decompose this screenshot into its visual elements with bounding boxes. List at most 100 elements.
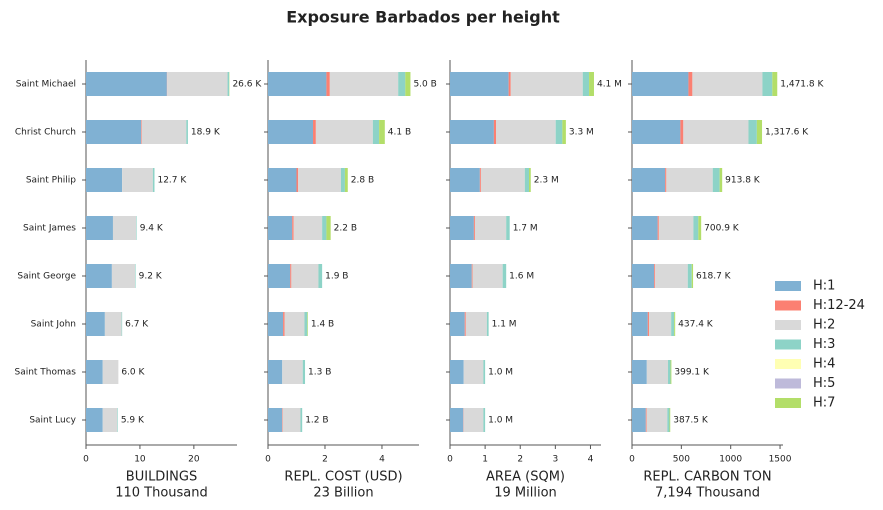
x-tick-label: 20: [188, 455, 200, 465]
bar-segment: [691, 264, 694, 288]
legend-label: H:1: [813, 279, 835, 294]
total-label: 618.7 K: [696, 272, 732, 282]
bar-segment: [472, 264, 503, 288]
legend-label: H:12-24: [813, 298, 865, 313]
total-label: 1.6 M: [509, 272, 534, 282]
bar-segment: [102, 360, 119, 384]
bar-segment: [296, 168, 299, 192]
bar-segment: [282, 360, 303, 384]
bar-segment: [450, 168, 480, 192]
bar-segment: [282, 408, 301, 432]
bar-segment: [668, 360, 671, 384]
bar-segment: [474, 216, 507, 240]
bar-segment: [529, 168, 531, 192]
bar-segment: [268, 408, 283, 432]
bar-segment: [450, 120, 494, 144]
x-axis-sublabel: 110 Thousand: [115, 486, 208, 501]
bar-segment: [502, 264, 507, 288]
total-label: 1,471.8 K: [780, 80, 824, 90]
bar-segment: [136, 216, 137, 240]
bar-segment: [483, 408, 486, 432]
bar-segment: [450, 360, 464, 384]
total-label: 6.0 K: [121, 368, 145, 378]
total-label: 18.9 K: [191, 128, 221, 138]
x-axis-label: BUILDINGS: [126, 470, 197, 485]
bar-segment: [290, 264, 292, 288]
bar-segment: [104, 312, 122, 336]
bar-segment: [463, 408, 484, 432]
bar-segment: [712, 168, 720, 192]
category-label: Saint Michael: [16, 80, 76, 90]
bar-segment: [186, 120, 188, 144]
bar-segment: [283, 312, 285, 336]
bar-segment: [471, 264, 473, 288]
bar-segment: [141, 120, 142, 144]
bar-segment: [486, 312, 489, 336]
bar-segment: [405, 72, 411, 96]
bar-segment: [86, 120, 142, 144]
bar-segment: [645, 408, 647, 432]
bar-segment: [648, 312, 672, 336]
x-axis-label: REPL. CARBON TON: [643, 470, 771, 485]
bar-segment: [293, 216, 323, 240]
bar-segment: [632, 408, 646, 432]
bar-segment: [510, 72, 583, 96]
legend-label: H:5: [813, 376, 835, 391]
bar-segment: [555, 120, 563, 144]
bar-segment: [450, 264, 472, 288]
bar-segment: [268, 120, 314, 144]
total-label: 1.7 M: [513, 224, 538, 234]
total-label: 2.3 M: [534, 176, 559, 186]
bar-segment: [657, 216, 659, 240]
x-tick-label: 3: [552, 455, 558, 465]
bar-segment: [508, 72, 511, 96]
bar-segment: [687, 264, 692, 288]
bar-segment: [122, 168, 153, 192]
total-label: 5.9 K: [121, 416, 145, 426]
x-tick-label: 4: [379, 455, 385, 465]
x-axis-label: REPL. COST (USD): [284, 470, 402, 485]
legend-swatch: [775, 300, 801, 311]
total-label: 1.0 M: [488, 416, 513, 426]
bar-segment: [632, 360, 647, 384]
total-label: 2.8 B: [351, 176, 374, 186]
x-tick-label: 500: [673, 455, 690, 465]
bar-segment: [86, 168, 123, 192]
total-label: 1,317.6 K: [765, 128, 809, 138]
bar-segment: [524, 168, 530, 192]
bar-segment: [483, 360, 486, 384]
bar-segment: [493, 120, 497, 144]
x-tick-label: 2: [517, 455, 523, 465]
x-axis-sublabel: 7,194 Thousand: [655, 486, 760, 501]
bar-segment: [646, 408, 668, 432]
bar-segment: [152, 168, 155, 192]
bar-segment: [772, 72, 778, 96]
total-label: 12.7 K: [157, 176, 187, 186]
x-tick-label: 0: [447, 455, 453, 465]
bar-segment: [450, 72, 509, 96]
bar-segment: [86, 408, 103, 432]
bar-segment: [167, 72, 228, 96]
x-tick-label: 0: [83, 455, 89, 465]
chart-title: Exposure Barbados per height: [286, 8, 560, 27]
bar-segment: [268, 264, 291, 288]
total-label: 6.7 K: [125, 320, 149, 330]
bar-segment: [121, 312, 123, 336]
total-label: 9.4 K: [140, 224, 164, 234]
bar-segment: [693, 216, 699, 240]
total-label: 399.1 K: [674, 368, 710, 378]
bar-segment: [111, 264, 136, 288]
bar-segment: [666, 168, 713, 192]
bar-segment: [632, 168, 666, 192]
category-label: Saint Lucy: [29, 416, 76, 426]
legend-swatch: [775, 378, 801, 389]
bar-segment: [692, 72, 763, 96]
x-tick-label: 4: [588, 455, 594, 465]
legend-swatch: [775, 398, 801, 408]
bar-segment: [632, 120, 681, 144]
bar-segment: [465, 312, 487, 336]
total-label: 437.4 K: [678, 320, 714, 330]
legend-swatch: [775, 359, 801, 369]
x-tick-label: 1500: [769, 455, 792, 465]
